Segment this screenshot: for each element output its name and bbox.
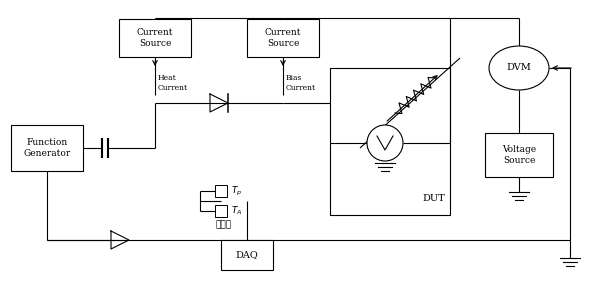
Bar bbox=[221, 240, 273, 270]
Bar bbox=[215, 185, 227, 197]
Bar bbox=[11, 125, 83, 171]
Text: Voltage
Source: Voltage Source bbox=[502, 145, 536, 165]
Ellipse shape bbox=[489, 46, 549, 90]
Text: Current
Source: Current Source bbox=[265, 28, 301, 48]
Text: DVM: DVM bbox=[507, 64, 531, 72]
Bar bbox=[119, 19, 191, 57]
Bar bbox=[330, 68, 450, 215]
Text: Function
Generator: Function Generator bbox=[23, 138, 71, 158]
Text: $T_A$: $T_A$ bbox=[231, 205, 242, 217]
Text: Bias
Current: Bias Current bbox=[286, 75, 316, 91]
Text: DAQ: DAQ bbox=[236, 250, 258, 260]
Text: 열전쌍: 열전쌍 bbox=[215, 220, 231, 230]
Text: DUT: DUT bbox=[423, 194, 445, 203]
Bar bbox=[485, 133, 553, 177]
Bar bbox=[215, 205, 227, 217]
Circle shape bbox=[367, 125, 403, 161]
Text: Current
Source: Current Source bbox=[137, 28, 173, 48]
Text: $T_p$: $T_p$ bbox=[231, 184, 242, 198]
Bar bbox=[247, 19, 319, 57]
Text: Heat
Current: Heat Current bbox=[158, 75, 188, 91]
